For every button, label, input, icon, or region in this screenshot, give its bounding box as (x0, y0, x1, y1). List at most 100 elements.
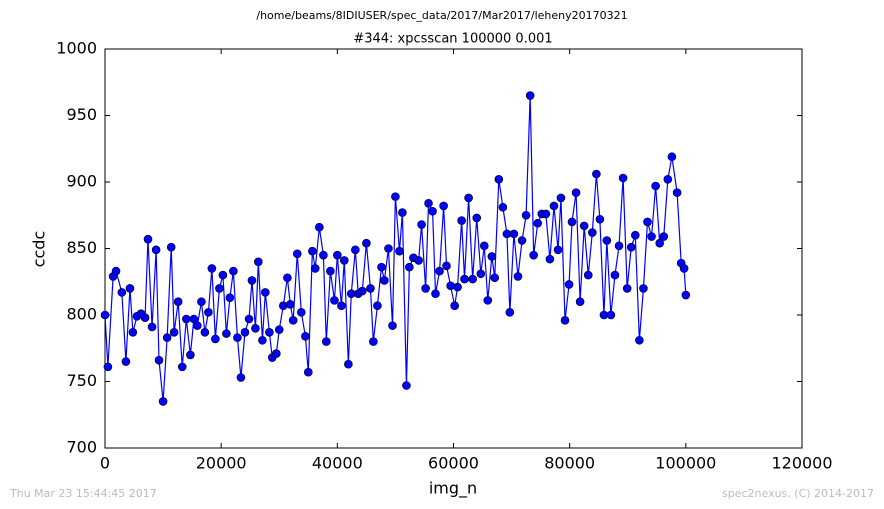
data-point (442, 261, 451, 271)
x-tick-label: 0 (100, 454, 110, 473)
data-point (659, 232, 669, 241)
footer-left: Thu Mar 23 15:44:45 2017 (9, 487, 157, 500)
data-point (663, 175, 673, 184)
data-point (373, 301, 382, 310)
data-point (321, 337, 331, 346)
data-point (655, 238, 664, 248)
data-point (333, 250, 342, 260)
data-point (117, 288, 127, 297)
x-tick-label: 20000 (196, 454, 247, 473)
suptitle: /home/beams/8IDIUSER/spec_data/2017/Mar2… (256, 9, 627, 22)
data-point (274, 325, 284, 334)
data-point (592, 169, 601, 179)
data-point (366, 284, 375, 293)
data-point (681, 290, 691, 300)
data-point (330, 296, 339, 305)
data-point (147, 322, 157, 332)
data-point (498, 202, 508, 212)
data-point (258, 335, 267, 345)
data-point (254, 257, 263, 267)
data-point (351, 245, 360, 255)
data-point (186, 350, 195, 360)
data-point (207, 264, 217, 273)
data-point (602, 236, 612, 245)
data-point (431, 289, 440, 299)
data-point (218, 270, 228, 280)
data-point (446, 281, 455, 291)
data-point (667, 152, 677, 162)
data-point (618, 173, 628, 183)
chart-title: #344: xpcsscan 100000 0.001 (353, 32, 552, 47)
data-point (182, 314, 191, 324)
data-point (247, 276, 257, 285)
data-point (571, 188, 581, 197)
data-point (556, 193, 566, 203)
data-point (457, 216, 466, 225)
y-tick-label: 1000 (56, 39, 97, 58)
data-point (384, 244, 393, 253)
y-tick-label: 850 (66, 238, 97, 257)
data-line (104, 95, 687, 402)
data-point (193, 321, 202, 330)
data-point (154, 355, 164, 365)
data-point (517, 236, 527, 245)
data-point (417, 220, 426, 229)
data-point (575, 297, 585, 307)
data-point (162, 333, 172, 342)
data-point (483, 296, 493, 305)
data-point (487, 252, 497, 261)
data-point (545, 254, 555, 264)
y-tick-label: 800 (66, 305, 97, 324)
data-point (225, 293, 235, 303)
data-point (244, 314, 254, 324)
data-point (128, 327, 138, 337)
y-tick-label: 950 (66, 105, 97, 124)
plot-frame (104, 48, 803, 449)
data-point (292, 249, 302, 259)
x-tick-label: 100000 (655, 454, 716, 473)
data-point (177, 362, 187, 372)
data-point (533, 218, 543, 228)
data-point (564, 280, 574, 289)
data-point (288, 316, 298, 325)
data-point (143, 234, 153, 244)
data-point (560, 316, 570, 325)
data-point (301, 331, 310, 341)
data-point (428, 206, 437, 216)
y-axis-label: ccdc (30, 231, 49, 268)
data-point (405, 262, 414, 272)
data-point (326, 266, 335, 276)
data-point (380, 276, 389, 285)
data-point (261, 288, 270, 297)
data-point (424, 198, 433, 208)
data-point (579, 221, 589, 231)
data-point (614, 241, 624, 251)
data-point (391, 192, 400, 201)
data-point (362, 238, 371, 248)
data-point (490, 273, 500, 283)
x-tick-label: 80000 (544, 454, 595, 473)
data-point (631, 230, 640, 240)
data-point (272, 349, 281, 358)
data-point (521, 210, 531, 220)
data-point (509, 229, 519, 239)
data-point (464, 193, 473, 203)
data-point (140, 313, 150, 322)
data-point (505, 308, 515, 317)
data-point (626, 242, 636, 252)
data-point (588, 228, 597, 237)
data-point (377, 262, 386, 272)
data-point (529, 250, 538, 260)
data-point (197, 297, 206, 307)
data-point (189, 314, 199, 324)
data-point (310, 264, 320, 273)
data-point (553, 245, 563, 255)
data-point (369, 337, 378, 346)
data-point (344, 359, 353, 369)
data-point (283, 273, 292, 283)
footer-right: spec2nexus, (C) 2014-2017 (722, 487, 874, 500)
data-point (236, 373, 246, 382)
data-point (453, 282, 462, 292)
data-point (388, 321, 397, 330)
